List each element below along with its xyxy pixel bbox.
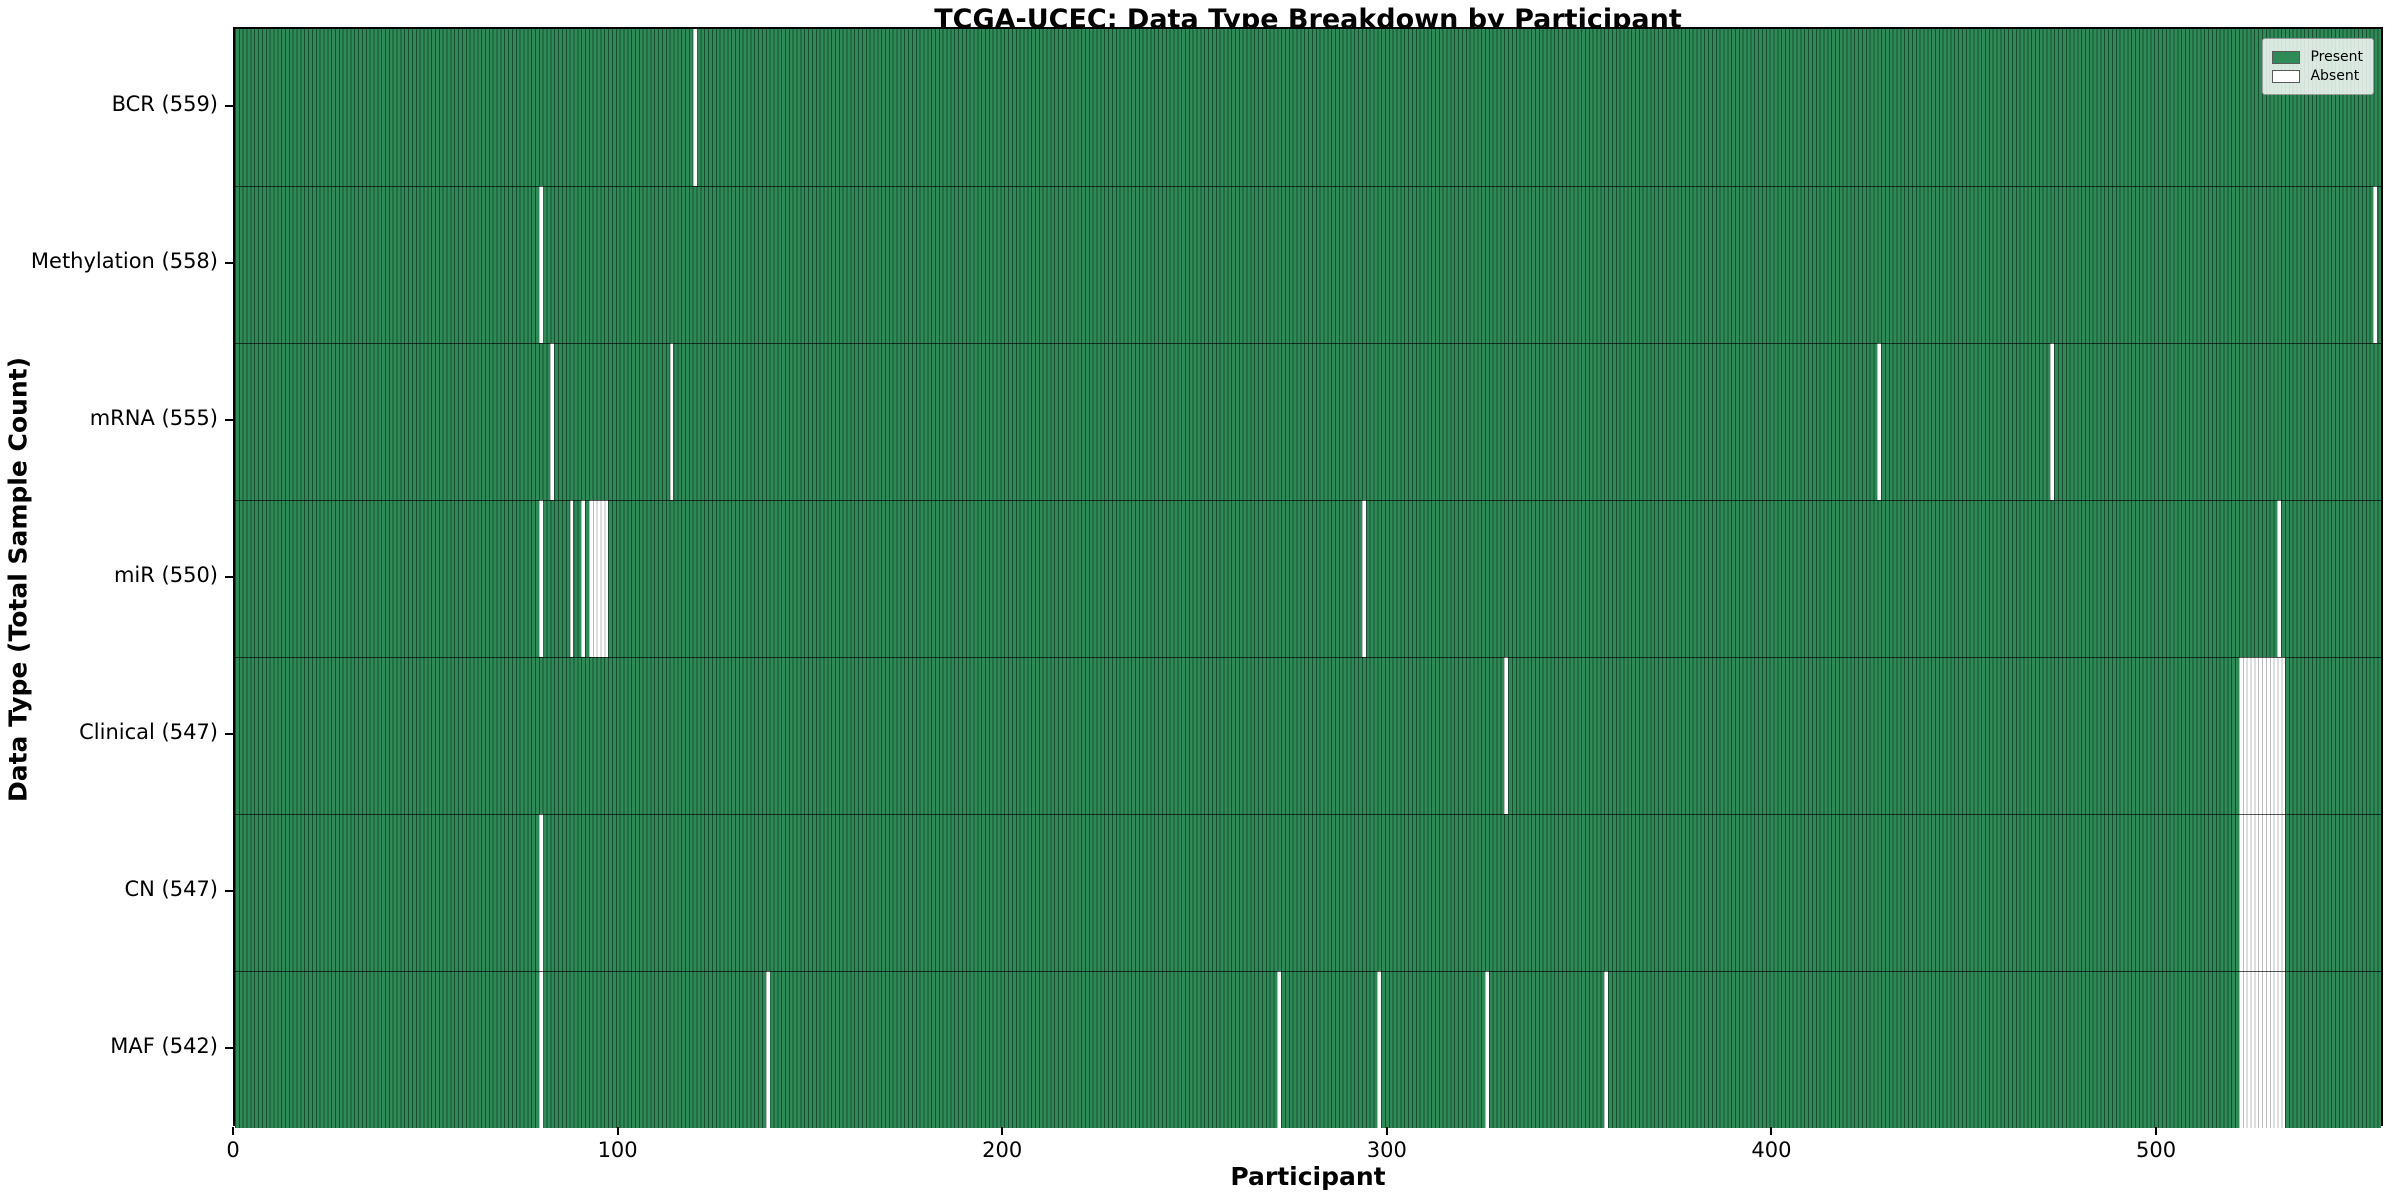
y-tick-mark — [225, 104, 233, 107]
y-tick-label: Clinical (547) — [79, 719, 218, 744]
y-tick-label: mRNA (555) — [89, 405, 218, 430]
absent-gap — [2050, 343, 2055, 500]
absent-gap — [538, 186, 543, 343]
absent-gap — [2238, 814, 2285, 971]
present-swatch-icon — [2272, 50, 2301, 64]
y-tick-mark — [225, 732, 233, 735]
present-bars — [235, 814, 2381, 971]
absent-gap — [588, 500, 609, 657]
y-tick-mark — [225, 1046, 233, 1049]
legend-label-present: Present — [2310, 49, 2363, 65]
x-tick-mark — [2155, 1127, 2158, 1135]
absent-gap — [1485, 971, 1489, 1128]
present-bars — [235, 971, 2381, 1128]
row-divider — [235, 814, 2381, 815]
x-tick-mark — [1001, 1127, 1004, 1135]
present-bars — [235, 657, 2381, 814]
y-tick-label: Methylation (558) — [30, 248, 218, 273]
absent-gap — [692, 29, 697, 186]
data-type-row-bcr — [235, 29, 2381, 186]
plot-area: Present Absent — [233, 27, 2383, 1128]
data-type-row-mrna — [235, 343, 2381, 500]
x-tick-mark — [616, 1127, 619, 1135]
present-bars — [235, 29, 2381, 186]
absent-gap — [2373, 186, 2378, 343]
legend-label-absent: Absent — [2310, 68, 2360, 84]
x-tick-mark — [1770, 1127, 1773, 1135]
absent-gap — [669, 343, 674, 500]
absent-gap — [1504, 657, 1509, 814]
absent-gap — [569, 500, 574, 657]
absent-gap — [1604, 971, 1609, 1128]
legend-entry-present: Present — [2272, 49, 2363, 65]
present-bars — [235, 500, 2381, 657]
row-divider — [235, 343, 2381, 344]
absent-swatch-icon — [2272, 69, 2301, 83]
absent-gap — [1277, 971, 1282, 1128]
absent-gap — [1377, 971, 1382, 1128]
data-type-row-methylation — [235, 186, 2381, 343]
x-tick-label: 500 — [2136, 1138, 2177, 1162]
y-tick-mark — [225, 418, 233, 421]
y-tick-label: MAF (542) — [110, 1033, 218, 1058]
absent-gap — [538, 971, 543, 1128]
x-tick-label: 0 — [226, 1138, 240, 1162]
absent-gap — [2238, 971, 2285, 1128]
y-tick-label: BCR (559) — [111, 91, 218, 116]
legend-entry-absent: Absent — [2272, 68, 2363, 84]
row-divider — [235, 500, 2381, 501]
x-tick-label: 400 — [1751, 1138, 1792, 1162]
y-tick-mark — [225, 575, 233, 578]
x-tick-mark — [232, 1127, 234, 1135]
row-divider — [235, 186, 2381, 187]
legend: Present Absent — [2262, 38, 2374, 95]
absent-gap — [581, 500, 585, 657]
row-divider — [235, 971, 2381, 972]
y-tick-label: miR (550) — [113, 562, 218, 587]
y-tick-mark — [225, 889, 233, 892]
absent-gap — [538, 814, 543, 971]
absent-gap — [1877, 343, 1882, 500]
x-axis-label: Participant — [1230, 1162, 1386, 1191]
absent-gap — [538, 500, 543, 657]
absent-gap — [2277, 500, 2282, 657]
y-tick-mark — [225, 261, 233, 264]
x-tick-label: 200 — [982, 1138, 1023, 1162]
absent-gap — [2238, 657, 2285, 814]
absent-gap — [765, 971, 770, 1128]
absent-gap — [550, 343, 555, 500]
x-tick-mark — [1385, 1127, 1388, 1135]
y-tick-label: CN (547) — [124, 876, 218, 901]
absent-gap — [1361, 500, 1366, 657]
x-tick-label: 100 — [597, 1138, 638, 1162]
data-type-row-cn — [235, 814, 2381, 971]
row-divider — [235, 657, 2381, 658]
present-bars — [235, 186, 2381, 343]
data-type-row-mir — [235, 500, 2381, 657]
data-type-row-maf — [235, 971, 2381, 1128]
x-tick-label: 300 — [1366, 1138, 1407, 1162]
data-type-row-clinical — [235, 657, 2381, 814]
present-bars — [235, 343, 2381, 500]
